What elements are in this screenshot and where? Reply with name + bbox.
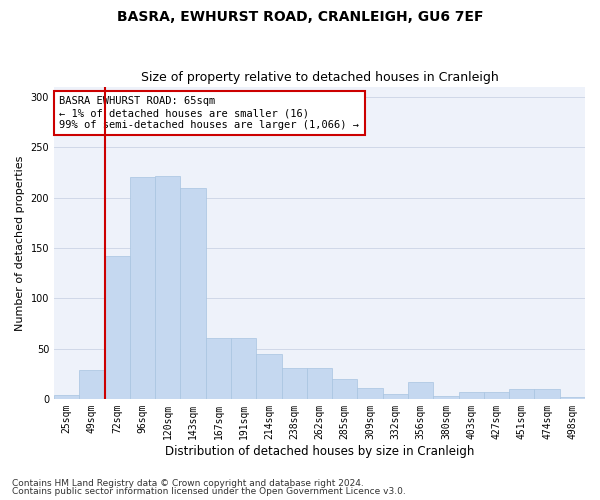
Bar bbox=[104, 256, 130, 399]
Y-axis label: Number of detached properties: Number of detached properties bbox=[15, 156, 25, 330]
Bar bbox=[535, 389, 560, 399]
Bar bbox=[281, 368, 307, 399]
Bar bbox=[79, 370, 104, 399]
Title: Size of property relative to detached houses in Cranleigh: Size of property relative to detached ho… bbox=[140, 72, 499, 85]
Bar bbox=[332, 378, 358, 399]
Bar bbox=[307, 368, 332, 399]
Bar bbox=[383, 394, 408, 399]
Bar bbox=[509, 389, 535, 399]
Bar bbox=[206, 338, 231, 399]
Bar bbox=[408, 382, 433, 399]
X-axis label: Distribution of detached houses by size in Cranleigh: Distribution of detached houses by size … bbox=[165, 444, 474, 458]
Bar bbox=[181, 188, 206, 399]
Bar bbox=[560, 397, 585, 399]
Bar bbox=[155, 176, 181, 399]
Bar bbox=[358, 388, 383, 399]
Text: BASRA, EWHURST ROAD, CRANLEIGH, GU6 7EF: BASRA, EWHURST ROAD, CRANLEIGH, GU6 7EF bbox=[117, 10, 483, 24]
Bar bbox=[130, 176, 155, 399]
Bar bbox=[484, 392, 509, 399]
Text: Contains HM Land Registry data © Crown copyright and database right 2024.: Contains HM Land Registry data © Crown c… bbox=[12, 478, 364, 488]
Bar bbox=[231, 338, 256, 399]
Bar bbox=[433, 396, 458, 399]
Bar bbox=[54, 395, 79, 399]
Bar bbox=[256, 354, 281, 399]
Bar bbox=[458, 392, 484, 399]
Text: Contains public sector information licensed under the Open Government Licence v3: Contains public sector information licen… bbox=[12, 487, 406, 496]
Text: BASRA EWHURST ROAD: 65sqm
← 1% of detached houses are smaller (16)
99% of semi-d: BASRA EWHURST ROAD: 65sqm ← 1% of detach… bbox=[59, 96, 359, 130]
